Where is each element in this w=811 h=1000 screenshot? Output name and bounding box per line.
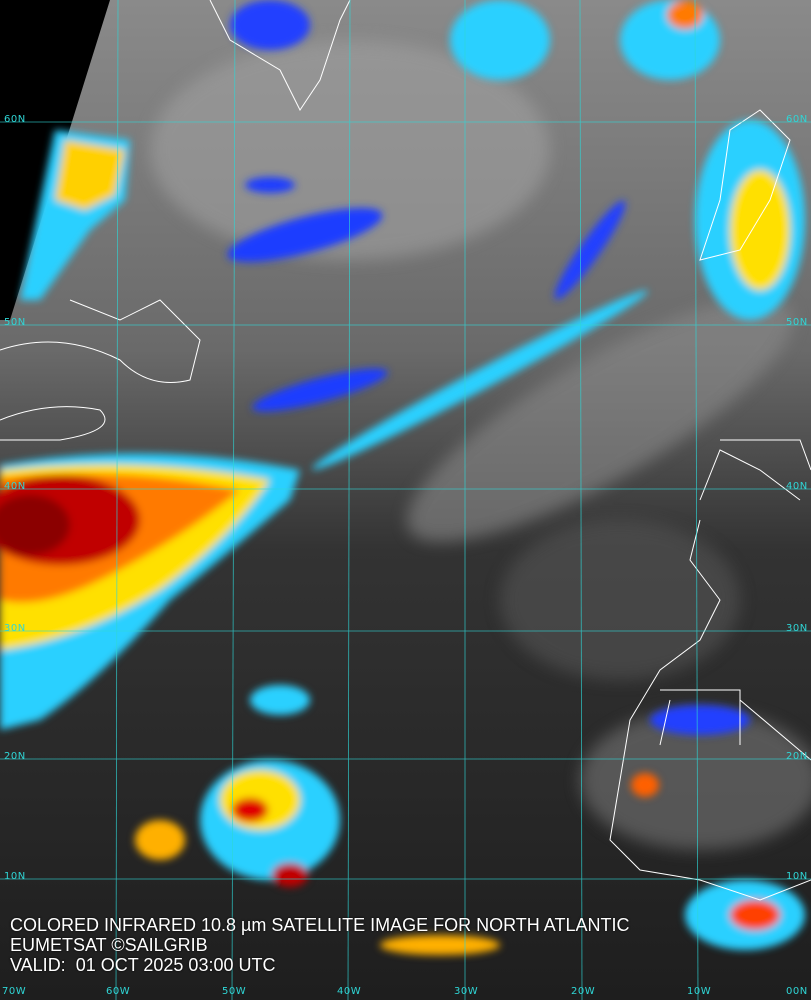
lat-label: 50N (4, 317, 26, 328)
lon-line-60w (115, 0, 119, 1000)
lon-label: 30W (454, 986, 479, 997)
convection-layer (0, 0, 805, 955)
lon-line-40w (347, 0, 351, 1000)
lat-label: 20N (786, 751, 808, 762)
image-caption: COLORED INFRARED 10.8 µm SATELLITE IMAGE… (10, 915, 629, 975)
lat-label: 10N (786, 871, 808, 882)
lat-label: 60N (786, 114, 808, 125)
lat-label: 60N (4, 114, 26, 125)
lon-line-50w (231, 0, 236, 1000)
lon-label: 60W (106, 986, 131, 997)
lon-label: 20W (571, 986, 596, 997)
lat-label: 10N (4, 871, 26, 882)
lon-label: 40W (337, 986, 362, 997)
lon-line-20w (579, 0, 583, 1000)
caption-title: COLORED INFRARED 10.8 µm SATELLITE IMAGE… (10, 915, 630, 935)
caption-credit: EUMETSAT ©SAILGRIB (10, 935, 208, 955)
lon-label: 00N (786, 986, 808, 997)
lon-label: 50W (222, 986, 247, 997)
lat-label: 50N (786, 317, 808, 328)
lon-label: 10W (687, 986, 712, 997)
lat-label: 20N (4, 751, 26, 762)
caption-valid-time: VALID: 01 OCT 2025 03:00 UTC (10, 955, 276, 975)
lat-label: 40N (4, 481, 26, 492)
lon-label: 70W (2, 986, 27, 997)
lat-label: 40N (786, 481, 808, 492)
lon-line-10w (694, 0, 699, 1000)
coastlines (0, 0, 811, 901)
lat-label: 30N (786, 623, 808, 634)
lat-label: 30N (4, 623, 26, 634)
